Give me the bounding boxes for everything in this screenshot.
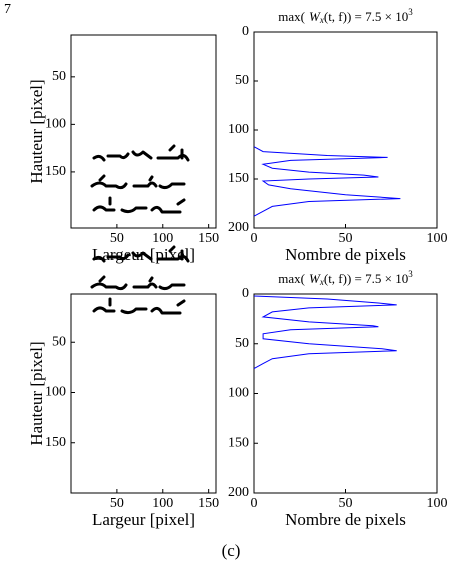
title-args: (t, f)) = 7.5 × 10 [324, 9, 408, 24]
y-tick-label: 50 [52, 334, 66, 349]
y-tick-label: 200 [228, 220, 249, 235]
x-tick-label: 150 [198, 231, 219, 246]
y-tick-label: 0 [242, 286, 249, 301]
y-tick-label: 100 [45, 117, 66, 132]
y-tick-label: 100 [45, 385, 66, 400]
y-axis-label: Hauteur [pixel] [27, 79, 46, 183]
x-tick-label: 0 [251, 231, 258, 246]
y-tick-label: 50 [235, 73, 249, 88]
x-tick-label: 100 [427, 496, 448, 511]
y-tick-label: 50 [235, 336, 249, 351]
x-tick-label: 0 [251, 496, 258, 511]
y-tick-label: 150 [228, 171, 249, 186]
x-tick-label: 100 [427, 231, 448, 246]
title-sup: 3 [408, 269, 413, 279]
plot-frame [71, 294, 216, 493]
x-axis-label: Nombre de pixels [285, 510, 406, 529]
figure: 7 (c) 5010015050100150Largeur [pixel]Hau… [0, 0, 463, 566]
y-tick-label: 200 [228, 485, 249, 500]
plot-frame [254, 32, 437, 228]
y-tick-label: 100 [228, 122, 249, 137]
title-prefix: max( [278, 9, 305, 24]
y-axis-label: Hauteur [pixel] [27, 341, 46, 445]
x-tick-label: 150 [198, 496, 219, 511]
y-tick-label: 50 [52, 69, 66, 84]
chart-title: max(Wx(t, f)) = 7.5 × 103 [278, 269, 413, 287]
x-axis-label: Largeur [pixel] [92, 510, 195, 529]
y-tick-label: 100 [228, 386, 249, 401]
chart-title: max(Wx(t, f)) = 7.5 × 103 [278, 7, 413, 25]
caption: (c) [222, 541, 241, 560]
x-axis-label: Nombre de pixels [285, 245, 406, 264]
plot-frame [71, 35, 216, 228]
title-prefix: max( [278, 271, 305, 286]
y-tick-label: 0 [242, 24, 249, 39]
title-sup: 3 [408, 7, 413, 17]
page-number: 7 [4, 2, 11, 17]
y-tick-label: 150 [45, 435, 66, 450]
y-tick-label: 150 [45, 164, 66, 179]
title-args: (t, f)) = 7.5 × 10 [324, 271, 408, 286]
y-tick-label: 150 [228, 435, 249, 450]
